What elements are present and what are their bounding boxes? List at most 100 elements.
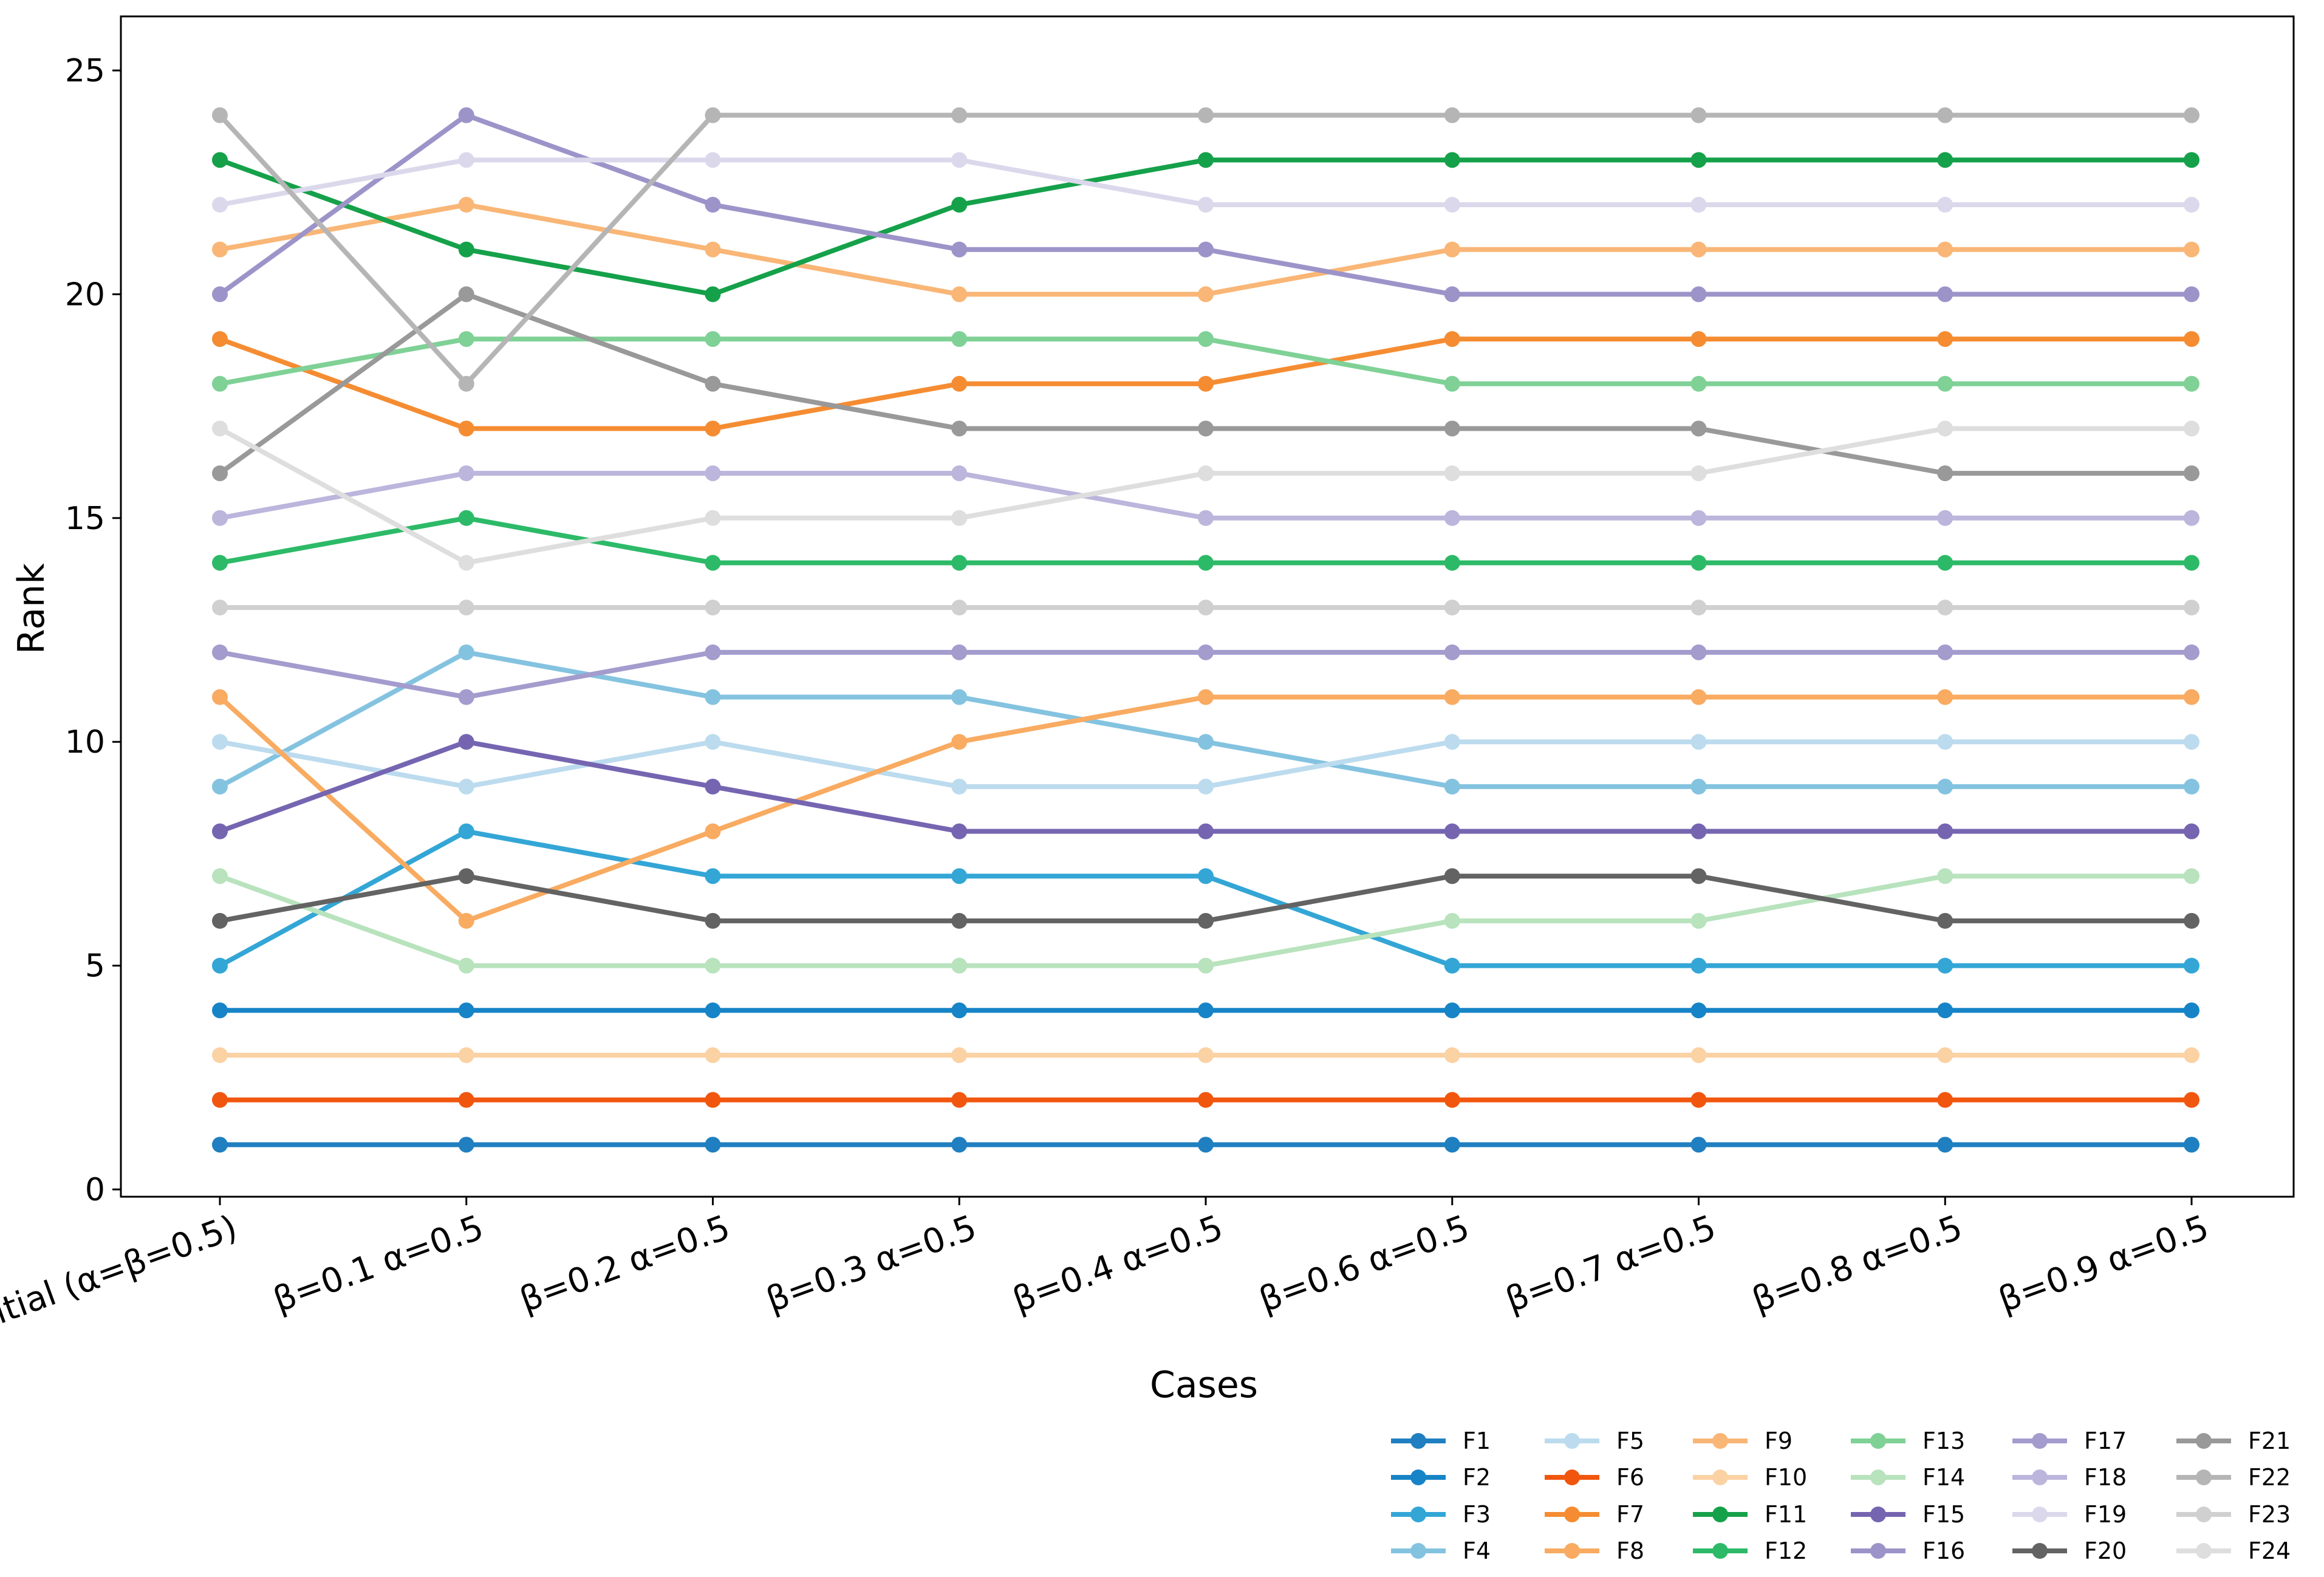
series-F22 — [212, 107, 2199, 392]
data-point — [951, 1002, 968, 1019]
data-point — [951, 957, 968, 974]
data-point — [458, 1002, 474, 1019]
data-point — [458, 152, 474, 168]
legend-marker — [1712, 1469, 1728, 1485]
data-point — [951, 555, 968, 571]
data-point — [705, 510, 721, 526]
data-point — [212, 1092, 228, 1108]
data-point — [1937, 375, 1953, 392]
data-point — [458, 375, 474, 392]
data-point — [705, 555, 721, 571]
data-point — [951, 823, 968, 840]
series-F11 — [212, 152, 2199, 303]
data-point — [1937, 1137, 1953, 1153]
data-point — [1198, 957, 1214, 974]
data-point — [212, 778, 228, 795]
legend-item: F11 — [1693, 1501, 1807, 1528]
data-point — [1937, 778, 1953, 795]
data-point — [2184, 420, 2199, 437]
legend-marker — [1410, 1507, 1426, 1522]
data-point — [705, 823, 721, 840]
data-point — [2184, 957, 2199, 974]
legend-marker — [2196, 1433, 2212, 1449]
data-point — [1690, 1002, 1707, 1019]
data-point — [1444, 465, 1460, 482]
data-point — [1937, 465, 1953, 482]
data-point — [1444, 107, 1460, 123]
series-F4 — [212, 644, 2199, 795]
series-F23 — [212, 600, 2199, 616]
data-point — [1937, 510, 1953, 526]
data-point — [458, 107, 474, 123]
data-point — [1444, 823, 1460, 840]
data-point — [2184, 465, 2199, 482]
y-tick-label: 10 — [65, 724, 105, 761]
y-tick-label: 5 — [85, 948, 105, 985]
data-point — [1937, 644, 1953, 660]
data-point — [1690, 197, 1707, 213]
legend-item: F21 — [2176, 1428, 2291, 1454]
legend-label: F13 — [1922, 1428, 1965, 1454]
legend-marker — [1870, 1433, 1886, 1449]
legend-item: F12 — [1693, 1538, 1807, 1564]
data-point — [1690, 375, 1707, 392]
legend-label: F17 — [2084, 1428, 2127, 1454]
series-F9 — [212, 197, 2199, 303]
y-tick-label: 20 — [65, 276, 105, 313]
legend-label: F23 — [2248, 1501, 2291, 1528]
data-point — [705, 1137, 721, 1153]
legend-label: F8 — [1616, 1538, 1644, 1564]
series-F1 — [212, 1137, 2199, 1153]
data-point — [1444, 600, 1460, 616]
data-point — [1198, 241, 1214, 258]
legend-marker — [1870, 1469, 1886, 1485]
data-point — [951, 600, 968, 616]
legend-label: F18 — [2084, 1464, 2127, 1491]
series-F24 — [212, 420, 2199, 571]
legend-item: F10 — [1693, 1464, 1807, 1491]
data-point — [212, 600, 228, 616]
data-point — [951, 734, 968, 750]
data-point — [705, 420, 721, 437]
data-point — [1198, 868, 1214, 884]
data-point — [1937, 555, 1953, 571]
data-point — [1444, 1047, 1460, 1063]
series-F16 — [212, 107, 2199, 303]
data-point — [212, 1002, 228, 1019]
data-point — [212, 420, 228, 437]
data-point — [951, 1047, 968, 1063]
legend-item: F16 — [1851, 1538, 1965, 1564]
legend-label: F14 — [1922, 1464, 1965, 1491]
data-point — [1937, 1092, 1953, 1108]
plot-frame — [120, 15, 2295, 1198]
data-point — [1690, 600, 1707, 616]
legend-label: F15 — [1922, 1501, 1965, 1528]
data-point — [1444, 868, 1460, 884]
data-point — [1444, 644, 1460, 660]
legend-label: F3 — [1463, 1501, 1491, 1528]
series-F20 — [212, 868, 2199, 929]
legend-marker — [1712, 1433, 1728, 1449]
legend-item: F15 — [1851, 1501, 1965, 1528]
data-point — [1937, 107, 1953, 123]
data-point — [212, 197, 228, 213]
data-point — [1937, 600, 1953, 616]
legend-marker — [2196, 1507, 2212, 1522]
series-F14 — [212, 868, 2199, 974]
data-point — [212, 107, 228, 123]
series-F7 — [212, 331, 2199, 437]
legend-marker — [2032, 1543, 2048, 1559]
series-F13 — [212, 331, 2199, 392]
series-F2 — [212, 1002, 2199, 1019]
legend-item: F1 — [1391, 1428, 1491, 1454]
data-point — [212, 241, 228, 258]
data-point — [212, 689, 228, 705]
data-point — [458, 197, 474, 213]
data-point — [458, 600, 474, 616]
data-point — [1198, 1047, 1214, 1063]
data-point — [1198, 734, 1214, 750]
legend-item: F23 — [2176, 1501, 2291, 1528]
data-point — [2184, 241, 2199, 258]
data-point — [951, 375, 968, 392]
